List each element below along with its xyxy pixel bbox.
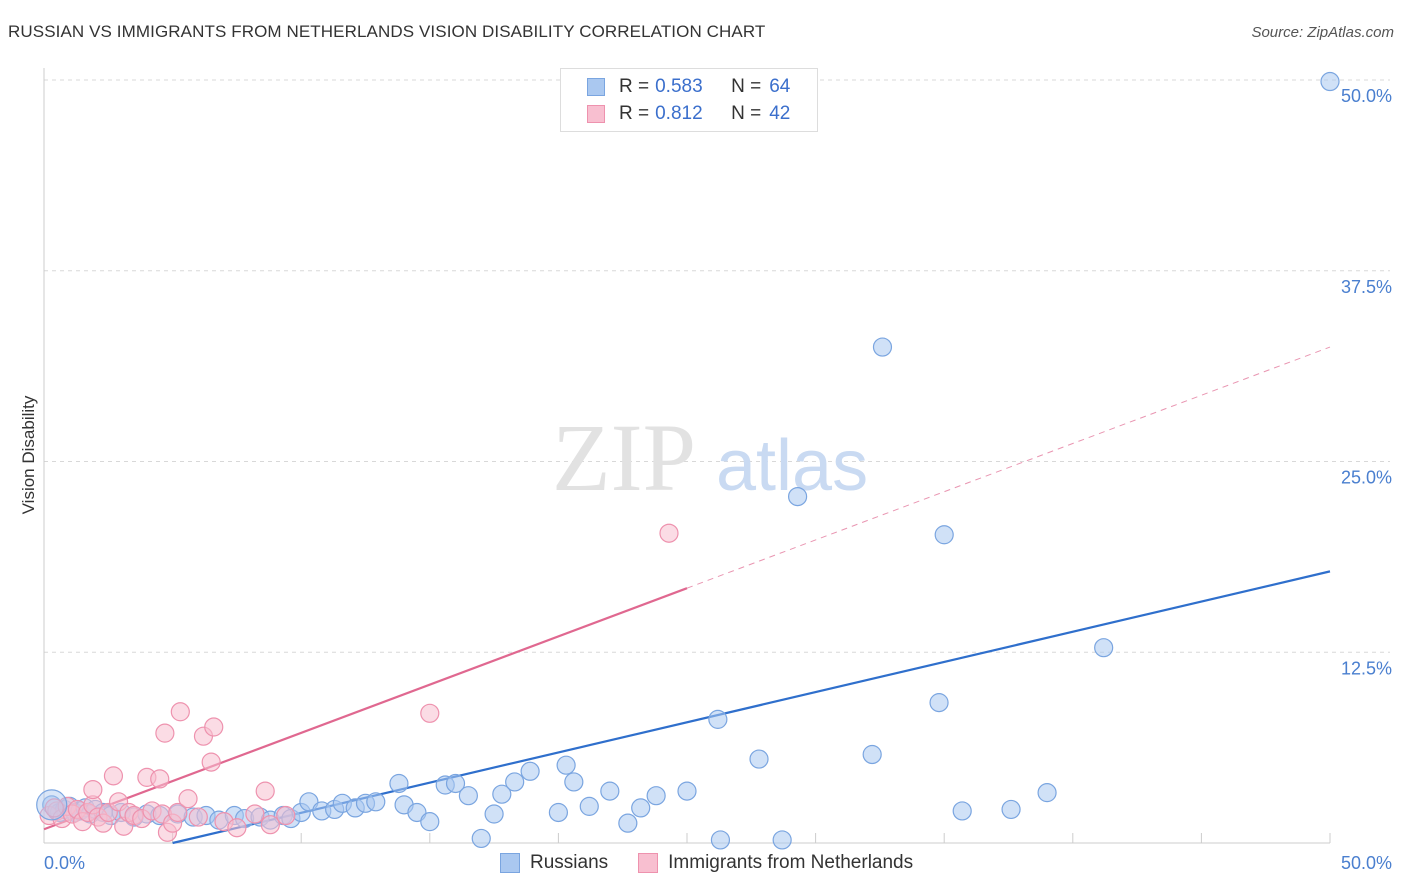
x-tick-label: 0.0% <box>44 853 85 873</box>
data-point <box>930 694 948 712</box>
data-point <box>472 829 490 847</box>
legend-n-value-russians: 64 <box>769 76 790 98</box>
series-legend: Russians Immigrants from Netherlands <box>500 852 943 874</box>
trend-line-netherlands <box>44 588 687 829</box>
data-point <box>104 767 122 785</box>
data-point <box>647 787 665 805</box>
data-point <box>421 704 439 722</box>
data-point <box>953 802 971 820</box>
x-tick-label: 50.0% <box>1341 853 1392 873</box>
data-point <box>549 803 567 821</box>
y-tick-label: 50.0% <box>1341 86 1392 106</box>
watermark-zip: ZIP <box>552 404 696 511</box>
data-point <box>678 782 696 800</box>
series-label-netherlands: Immigrants from Netherlands <box>668 852 913 874</box>
data-point <box>1038 784 1056 802</box>
data-point <box>171 703 189 721</box>
y-tick-label: 12.5% <box>1341 658 1392 678</box>
legend-row-netherlands: R = 0.812 N = 42 <box>587 102 790 126</box>
data-point <box>246 805 264 823</box>
data-point <box>390 774 408 792</box>
data-point-cluster <box>37 790 67 820</box>
legend-r-label-netherlands: R = <box>619 103 649 125</box>
data-point <box>228 819 246 837</box>
data-point <box>1095 639 1113 657</box>
data-point <box>421 813 439 831</box>
data-point <box>709 710 727 728</box>
data-point <box>773 831 791 849</box>
data-point <box>506 773 524 791</box>
data-point <box>277 807 295 825</box>
y-axis-label: Vision Disability <box>19 395 38 514</box>
series-swatch-netherlands <box>638 853 658 873</box>
legend-n-label-russians: N = <box>731 76 761 98</box>
data-point <box>521 762 539 780</box>
legend-r-value-russians: 0.583 <box>655 76 721 98</box>
data-point <box>601 782 619 800</box>
data-point <box>179 790 197 808</box>
data-point <box>565 773 583 791</box>
data-point <box>256 782 274 800</box>
data-point <box>1002 800 1020 818</box>
series-label-russians: Russians <box>530 852 608 874</box>
legend-r-value-netherlands: 0.812 <box>655 103 721 125</box>
data-point <box>459 787 477 805</box>
chart-canvas: ZIP atlas 12.5%25.0%37.5%50.0%0.0% 50.0% … <box>0 0 1406 892</box>
watermark: ZIP atlas <box>552 404 868 511</box>
data-point <box>156 724 174 742</box>
legend-row-russians: R = 0.583 N = 64 <box>587 75 790 99</box>
legend-swatch-netherlands <box>587 105 605 123</box>
data-point <box>557 756 575 774</box>
data-point <box>205 718 223 736</box>
legend-r-label-russians: R = <box>619 76 649 98</box>
legend-n-label-netherlands: N = <box>731 103 761 125</box>
data-point <box>189 808 207 826</box>
data-point <box>1321 73 1339 91</box>
legend-box: R = 0.583 N = 64 R = 0.812 N = 42 <box>560 68 818 132</box>
data-point <box>863 745 881 763</box>
series-swatch-russians <box>500 853 520 873</box>
series-legend-russians: Russians <box>500 852 608 874</box>
data-point <box>660 524 678 542</box>
series-legend-netherlands: Immigrants from Netherlands <box>638 852 913 874</box>
data-point <box>202 753 220 771</box>
data-point <box>789 488 807 506</box>
data-point <box>580 797 598 815</box>
y-tick-label: 37.5% <box>1341 277 1392 297</box>
data-point <box>711 831 729 849</box>
data-point <box>485 805 503 823</box>
data-point <box>935 526 953 544</box>
data-point <box>367 793 385 811</box>
data-point <box>632 799 650 817</box>
data-point <box>84 781 102 799</box>
data-point <box>750 750 768 768</box>
legend-swatch-russians <box>587 78 605 96</box>
data-point <box>151 770 169 788</box>
legend-n-value-netherlands: 42 <box>769 103 790 125</box>
data-point <box>619 814 637 832</box>
data-point <box>873 338 891 356</box>
y-tick-label: 25.0% <box>1341 468 1392 488</box>
